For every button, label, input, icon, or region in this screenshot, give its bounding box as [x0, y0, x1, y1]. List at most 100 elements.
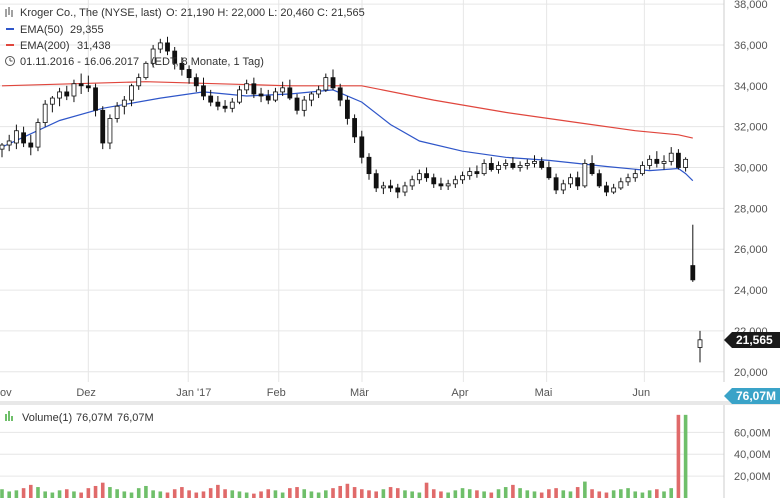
- candle-body: [496, 165, 501, 170]
- candle-body: [366, 156, 372, 175]
- candle-body: [35, 122, 41, 148]
- candle-body: [251, 83, 257, 95]
- candle: [625, 173, 631, 186]
- candle: [539, 157, 545, 170]
- candle: [93, 83, 98, 117]
- volume-bar: [655, 489, 659, 498]
- volume-bar: [172, 489, 177, 498]
- x-tick-label: Jun: [632, 387, 650, 399]
- volume-bar: [36, 487, 40, 498]
- candle-body: [409, 179, 415, 187]
- candle: [129, 83, 134, 107]
- candle: [402, 181, 408, 197]
- volume-bar: [129, 492, 134, 498]
- date-range-note: (EDT, 8 Monate, 1 Tag): [151, 56, 264, 68]
- candle-body: [186, 69, 192, 79]
- candle-body: [71, 83, 77, 97]
- candle: [524, 159, 530, 170]
- candle-body: [150, 48, 156, 64]
- candle-body: [431, 177, 437, 185]
- volume-bar: [503, 487, 508, 498]
- candle-body: [668, 152, 674, 162]
- candle: [640, 161, 645, 176]
- volume-bar: [14, 490, 19, 498]
- volume-bar: [604, 492, 609, 498]
- volume-bar: [467, 489, 472, 498]
- volume-bar: [626, 488, 630, 498]
- candle: [604, 181, 609, 197]
- candle-body: [114, 105, 120, 119]
- candle-body: [6, 140, 12, 146]
- volume-bar: [79, 492, 83, 498]
- candle: [28, 134, 34, 156]
- candle: [100, 106, 106, 150]
- volume-bar: [453, 490, 458, 498]
- price-tick-label: 34,000: [734, 81, 768, 93]
- candle: [309, 91, 314, 107]
- candle-body: [237, 89, 242, 103]
- candle-body: [683, 158, 689, 168]
- candle-body: [560, 183, 566, 191]
- candle-body: [323, 77, 329, 91]
- candle-body: [78, 83, 84, 87]
- candle: [668, 147, 674, 166]
- last-volume-value: 76,07M: [736, 389, 776, 403]
- candle: [150, 44, 156, 68]
- volume-bar: [446, 492, 450, 498]
- volume-bar: [511, 484, 515, 498]
- candle: [316, 85, 322, 99]
- candle: [323, 73, 329, 92]
- volume-bar: [597, 491, 602, 498]
- x-tick-label: Jan '17: [176, 387, 211, 399]
- candle-body: [258, 93, 264, 97]
- volume-bar: [309, 491, 314, 498]
- candle: [352, 114, 357, 143]
- volume-bar: [489, 492, 494, 498]
- price-tick-label: 24,000: [734, 285, 768, 297]
- candle-body: [64, 91, 70, 97]
- candle-body: [618, 181, 624, 189]
- candle: [6, 134, 12, 152]
- candle-body: [121, 99, 127, 107]
- candle: [13, 124, 19, 150]
- candle: [366, 153, 372, 180]
- candle-body: [532, 160, 537, 164]
- candle: [575, 171, 581, 190]
- candle-body: [467, 171, 473, 177]
- candle-body: [380, 185, 386, 189]
- candle-body: [517, 165, 523, 168]
- volume-bar: [676, 414, 681, 498]
- volume-series: [0, 414, 688, 498]
- volume-bar: [64, 489, 69, 498]
- candle-body: [568, 177, 573, 185]
- candle-body: [359, 136, 365, 158]
- candle-body: [424, 173, 429, 179]
- volume-bar: [108, 487, 112, 498]
- candle: [229, 98, 235, 113]
- time-grid: [87, 0, 645, 382]
- volume-bar: [266, 489, 271, 498]
- candle: [165, 36, 170, 56]
- volume-bar: [439, 491, 443, 498]
- volume-axis: 60,00M 40,00M 20,00M: [734, 427, 771, 483]
- volume-bar: [395, 488, 400, 498]
- candle-body: [589, 163, 595, 175]
- volume-bar: [115, 489, 119, 498]
- volume-bar: [50, 492, 55, 498]
- candle: [222, 100, 228, 113]
- candle: [107, 114, 113, 150]
- volume-legend: Volume(1) 76,07M 76,07M: [5, 411, 154, 424]
- volume-bar: [403, 490, 407, 498]
- last-volume-badge: 76,07M: [724, 388, 780, 404]
- candle-body: [488, 163, 494, 170]
- candle: [57, 87, 62, 107]
- volume-bar: [21, 488, 26, 498]
- volume-bar: [683, 414, 688, 498]
- candle: [35, 118, 41, 152]
- price-tick-label: 28,000: [734, 203, 768, 215]
- volume-bar: [359, 489, 364, 498]
- volume-bar: [316, 492, 321, 498]
- candle-body: [21, 132, 26, 144]
- x-tick-label: Apr: [451, 387, 468, 399]
- candle-body: [129, 85, 134, 101]
